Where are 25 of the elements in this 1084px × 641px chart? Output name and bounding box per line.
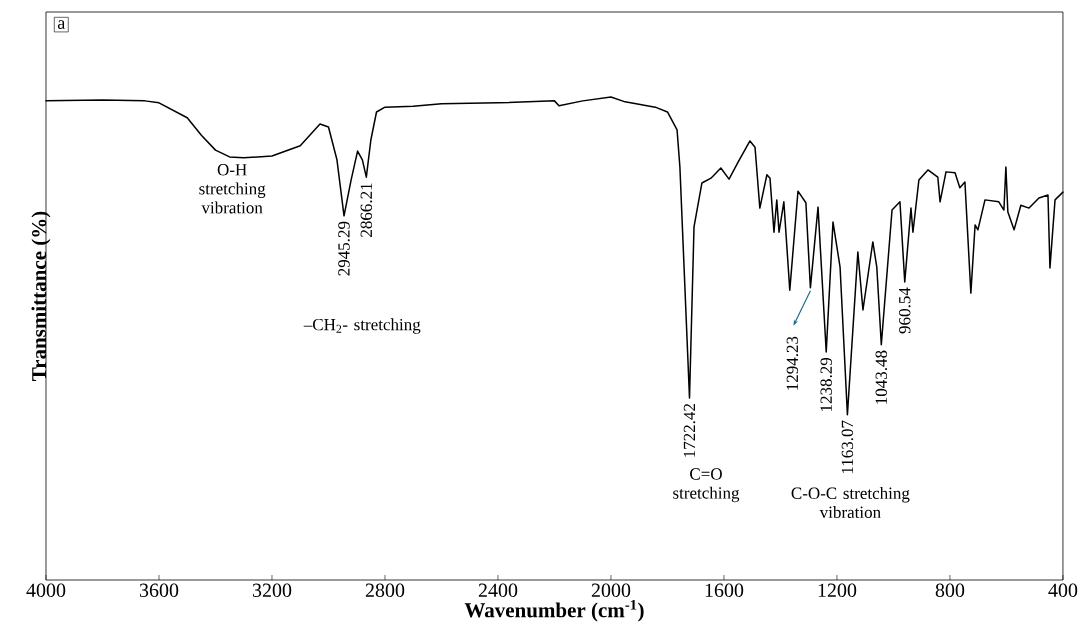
x-tick-label: 400 [1048, 583, 1078, 598]
x-axis-title: Wavenumber (cm$^{-1}$) [464, 599, 644, 622]
x-tick-label: 1200 [818, 583, 857, 598]
annotation: 1294.23 [786, 336, 799, 390]
annotation: 1043.48 [875, 350, 888, 404]
annotation: 2866.21 [360, 183, 373, 237]
annotation: O-H stretching vibration [199, 164, 266, 214]
x-tick-label: 800 [935, 583, 965, 598]
annotation: C-O-C stretching vibration [791, 487, 910, 519]
annotation: 1163.07 [841, 420, 854, 474]
x-tick-label: 1600 [705, 583, 744, 598]
annotation: 1722.42 [683, 404, 696, 457]
annotation: C=O stretching [673, 468, 740, 503]
annotation: –CH$_{2}$- stretching [303, 318, 421, 334]
text: a [57, 20, 66, 29]
annotation: 1238.29 [820, 357, 832, 411]
annotation: 2945.29 [338, 221, 350, 276]
x-tick-label: 3200 [252, 583, 292, 598]
x-tick-label: 2800 [365, 583, 405, 598]
x-tick-label: 3600 [139, 583, 179, 598]
y-axis-title: Transmittance (%) [31, 211, 51, 381]
x-tick-label: 2000 [591, 583, 631, 598]
annotation: 960.54 [898, 287, 911, 334]
x-tick-label: 2400 [478, 583, 518, 598]
x-tick-label: 4000 [26, 583, 66, 598]
